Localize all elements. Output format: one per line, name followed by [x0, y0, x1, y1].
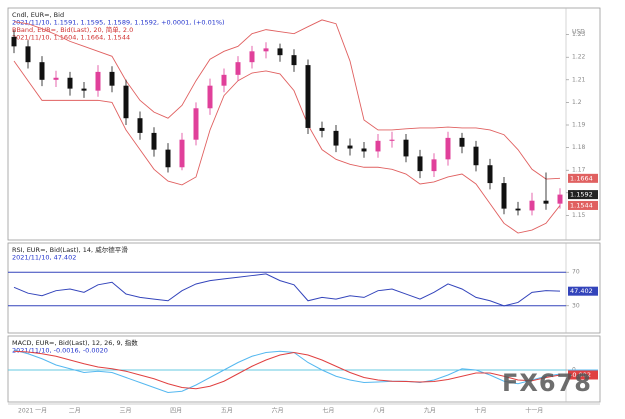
y-tick-label: 1.22: [572, 54, 586, 61]
last-value-label: -0.002: [570, 371, 591, 379]
legend-line: 2021/11/10, 1.1604, 1.1664, 1.1544: [12, 34, 130, 42]
last-value-tag: [568, 370, 598, 380]
x-tick-label: 七月: [322, 407, 334, 415]
candle-body: [11, 36, 17, 47]
x-tick-label: 十月: [475, 407, 487, 415]
x-tick-label: 2021 一月: [18, 408, 47, 415]
candle-body: [347, 145, 353, 149]
y-tick-label: 30: [572, 302, 580, 309]
series-line: [13, 349, 561, 394]
candle-body: [501, 183, 507, 209]
bollinger-lower: [13, 60, 561, 234]
candle-body: [193, 108, 199, 140]
candle-body: [25, 46, 31, 63]
candle-body: [543, 200, 549, 204]
candle-body: [249, 51, 255, 63]
last-value-tag: [568, 173, 598, 183]
candle-body: [109, 71, 115, 86]
last-value-tag: [568, 200, 598, 210]
legend-line: BBand, EUR=, Bid(Last), 20, 简单, 2.0: [12, 25, 133, 34]
candle-body: [67, 77, 73, 89]
candle-body: [487, 165, 493, 184]
x-tick-label: 二月: [69, 408, 81, 415]
legend-line: 2021/11/10, -0.0016, -0.0020: [12, 347, 108, 355]
series-line: [13, 350, 561, 390]
candle-body: [235, 62, 241, 75]
candle-body: [123, 85, 129, 119]
candle-body: [333, 130, 339, 146]
legend-line: Cndl, EUR=, Bid: [12, 11, 64, 19]
last-value-label: 1.1664: [570, 174, 593, 182]
x-tick-label: 十一月: [525, 407, 543, 415]
y-tick-label: 1.15: [572, 212, 586, 219]
candle-body: [53, 77, 59, 80]
candle-body: [375, 140, 381, 152]
candle-body: [445, 137, 451, 160]
panel-frame: [7, 335, 601, 403]
candle-body: [417, 156, 423, 172]
last-value-label: 1.1544: [570, 201, 593, 209]
watermark: FX678: [502, 369, 592, 397]
y-tick-label: 70: [572, 269, 580, 276]
x-tick-label: 八月: [373, 408, 385, 415]
candle-body: [179, 139, 185, 168]
y-tick-label: 1.18: [572, 144, 586, 151]
x-tick-label: 五月: [221, 408, 233, 415]
candle-body: [39, 62, 45, 80]
panel-frame: [7, 242, 601, 334]
bollinger-upper: [13, 19, 561, 180]
legend-line: MACD, EUR=, Bid(Last), 12, 26, 9, 指数: [12, 338, 138, 347]
last-value-tag: [568, 190, 598, 200]
candle-body: [473, 146, 479, 166]
y-tick-label: 1.23: [572, 31, 586, 38]
candle-body: [515, 208, 521, 211]
candle-body: [305, 65, 311, 128]
x-tick-label: 九月: [424, 407, 436, 415]
candle-body: [81, 88, 87, 91]
candle-body: [319, 127, 325, 131]
last-value-tag: [568, 286, 598, 296]
candle-body: [207, 85, 213, 109]
x-tick-label: 三月: [119, 408, 131, 415]
candle-body: [403, 139, 409, 157]
candle-body: [137, 118, 143, 133]
legend-line: 2021/11/10, 47.402: [12, 254, 76, 262]
candle-body: [277, 48, 283, 56]
candle-body: [557, 194, 563, 204]
y-tick-label: 1.19: [572, 122, 586, 129]
candle-body: [95, 71, 101, 91]
candle-body: [389, 139, 395, 141]
y-tick-label: 1.17: [572, 167, 586, 174]
x-tick-label: 六月: [272, 407, 284, 415]
candle-body: [459, 137, 465, 147]
candle-body: [151, 132, 157, 150]
candle-body: [165, 149, 171, 168]
x-tick-label: 四月: [170, 408, 182, 415]
y-tick-label: 1.2: [572, 99, 582, 106]
panel-frame: [7, 7, 601, 241]
last-value-label: 1.1592: [570, 191, 593, 199]
candle-body: [431, 159, 437, 172]
candle-body: [221, 74, 227, 86]
candle-body: [291, 55, 297, 66]
legend-line: 2021/11/10, 1.1591, 1.1595, 1.1589, 1.15…: [12, 19, 225, 27]
series-line: [13, 273, 561, 307]
axis-label: USD: [572, 29, 585, 36]
candle-body: [263, 48, 269, 52]
candle-body: [529, 200, 535, 211]
candle-body: [361, 148, 367, 152]
legend-line: RSI, EUR=, Bid(Last), 14, 威尔德平滑: [12, 245, 128, 254]
last-value-label: 47.402: [570, 287, 593, 295]
y-tick-label: 1.21: [572, 76, 586, 83]
